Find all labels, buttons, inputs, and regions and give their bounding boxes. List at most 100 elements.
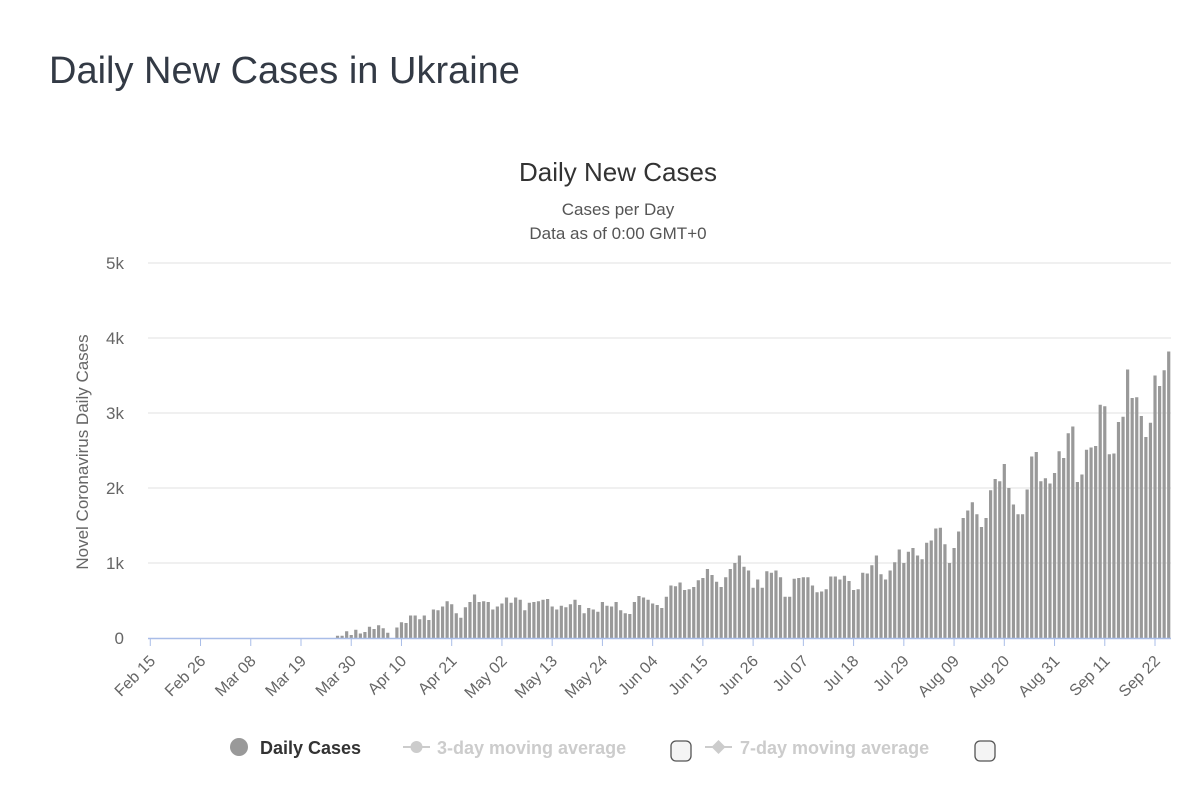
bar[interactable]	[440, 606, 445, 639]
bar[interactable]	[345, 631, 349, 638]
bar[interactable]	[431, 609, 436, 639]
bar[interactable]	[1011, 504, 1016, 639]
bar[interactable]	[495, 606, 499, 639]
bar[interactable]	[888, 570, 892, 639]
bar[interactable]	[1016, 514, 1020, 638]
bar[interactable]	[1139, 416, 1143, 638]
bar[interactable]	[993, 479, 997, 638]
bar[interactable]	[1075, 482, 1079, 638]
bar[interactable]	[778, 577, 783, 638]
bar[interactable]	[1025, 489, 1029, 639]
bar[interactable]	[947, 563, 952, 638]
legend-3day-label[interactable]: 3-day moving average	[437, 738, 626, 758]
bar[interactable]	[532, 602, 536, 638]
bar[interactable]	[536, 601, 541, 638]
bar[interactable]	[450, 604, 454, 638]
bar[interactable]	[559, 605, 563, 638]
bar[interactable]	[1167, 351, 1171, 639]
bar[interactable]	[1084, 449, 1089, 638]
bar[interactable]	[957, 531, 961, 639]
bar[interactable]	[427, 620, 431, 638]
bar[interactable]	[1107, 454, 1111, 638]
bar[interactable]	[879, 574, 883, 638]
bar[interactable]	[883, 579, 888, 639]
legend-7day-checkbox[interactable]	[974, 740, 996, 762]
bar[interactable]	[1130, 398, 1134, 638]
bar[interactable]	[975, 514, 979, 638]
bar[interactable]	[1103, 406, 1107, 638]
legend-7day-label[interactable]: 7-day moving average	[740, 738, 929, 758]
bar[interactable]	[851, 590, 856, 638]
bar[interactable]	[938, 527, 942, 638]
bar[interactable]	[801, 577, 805, 638]
bar[interactable]	[728, 569, 732, 638]
bar[interactable]	[710, 575, 714, 638]
bar[interactable]	[591, 609, 595, 639]
bar[interactable]	[1007, 488, 1011, 638]
bar[interactable]	[989, 490, 993, 638]
bar[interactable]	[774, 570, 778, 639]
bar[interactable]	[1157, 386, 1162, 638]
bar[interactable]	[838, 579, 842, 639]
bar[interactable]	[856, 589, 860, 638]
bar[interactable]	[1048, 483, 1052, 639]
bar[interactable]	[829, 576, 833, 639]
bar[interactable]	[929, 540, 933, 639]
bar[interactable]	[961, 518, 965, 638]
bar[interactable]	[399, 622, 404, 638]
bar[interactable]	[874, 555, 879, 639]
bar[interactable]	[1126, 369, 1130, 639]
bar[interactable]	[701, 578, 705, 638]
bar[interactable]	[911, 548, 915, 638]
bar[interactable]	[632, 602, 636, 638]
bar[interactable]	[354, 629, 358, 638]
bar[interactable]	[998, 481, 1002, 638]
bar[interactable]	[1144, 437, 1148, 638]
bar[interactable]	[842, 575, 847, 638]
bar[interactable]	[902, 563, 906, 638]
bar[interactable]	[906, 551, 910, 638]
bar[interactable]	[372, 629, 376, 638]
bar[interactable]	[683, 590, 687, 638]
bar[interactable]	[628, 614, 632, 638]
bar[interactable]	[1162, 370, 1166, 638]
bar[interactable]	[641, 597, 646, 639]
bar[interactable]	[765, 571, 769, 638]
bar[interactable]	[1121, 416, 1125, 638]
bar[interactable]	[792, 578, 796, 638]
bar[interactable]	[651, 603, 655, 639]
bar[interactable]	[934, 528, 938, 639]
bar[interactable]	[1135, 397, 1139, 638]
bar[interactable]	[436, 610, 440, 638]
bar[interactable]	[815, 592, 819, 638]
bar[interactable]	[806, 577, 810, 638]
bar[interactable]	[1030, 456, 1034, 639]
bar[interactable]	[418, 619, 422, 638]
bar[interactable]	[349, 635, 353, 638]
bar[interactable]	[377, 625, 381, 638]
bar[interactable]	[587, 608, 591, 638]
bar[interactable]	[596, 611, 600, 638]
bar[interactable]	[925, 542, 929, 638]
bar[interactable]	[1020, 514, 1025, 638]
bar[interactable]	[760, 587, 764, 638]
bar[interactable]	[1039, 481, 1043, 638]
bar[interactable]	[1098, 404, 1102, 638]
bar[interactable]	[742, 566, 746, 638]
bar[interactable]	[335, 635, 340, 638]
bar[interactable]	[970, 502, 974, 638]
legend-3day-checkbox[interactable]	[670, 740, 692, 762]
bar[interactable]	[746, 570, 751, 639]
bar[interactable]	[1034, 452, 1038, 638]
bar[interactable]	[619, 610, 623, 638]
bar[interactable]	[1043, 478, 1048, 638]
bar[interactable]	[751, 587, 755, 638]
bar[interactable]	[500, 603, 504, 639]
bar[interactable]	[719, 587, 723, 638]
bar[interactable]	[1094, 446, 1098, 638]
bar[interactable]	[1057, 451, 1061, 638]
bar[interactable]	[568, 604, 573, 638]
bar[interactable]	[472, 594, 477, 639]
bar[interactable]	[820, 591, 824, 639]
bar[interactable]	[893, 562, 897, 638]
